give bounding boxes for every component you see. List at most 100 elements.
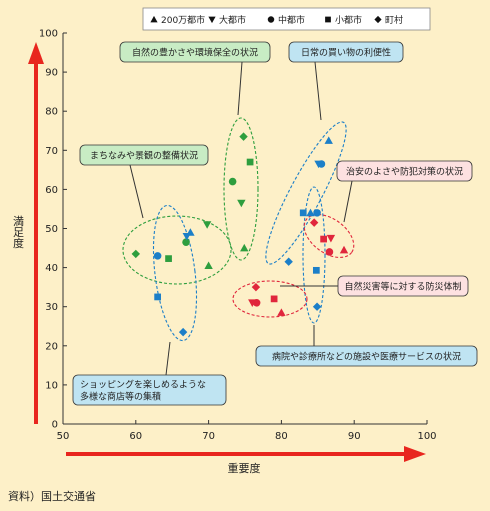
data-point xyxy=(312,266,320,274)
data-point xyxy=(317,160,326,168)
callout-box xyxy=(255,345,478,367)
data-point xyxy=(325,248,334,256)
cluster-ellipses xyxy=(122,117,355,342)
y-tick-label: 80 xyxy=(45,107,58,118)
callout-leader xyxy=(314,61,322,121)
data-point xyxy=(153,252,162,260)
x-tick-label: 70 xyxy=(202,431,215,442)
data-point xyxy=(252,299,261,307)
legend-marker xyxy=(325,16,331,23)
cluster-ellipse xyxy=(303,214,355,258)
callout-box xyxy=(336,160,473,182)
callout-box xyxy=(72,374,227,406)
y-tick-label: 90 xyxy=(45,68,58,79)
cluster-ellipse xyxy=(122,215,232,285)
data-point xyxy=(182,238,190,246)
legend: 200万都市 大都市 中都市 小都市 町村 xyxy=(142,7,431,31)
cluster-ellipse xyxy=(265,121,347,265)
x-tick-label: 50 xyxy=(57,431,70,442)
data-point xyxy=(204,261,213,270)
data-point xyxy=(313,209,321,217)
callout-label: 自然の豊かさや環境保全の状況 xyxy=(132,47,258,59)
y-axis-title: 満足度 xyxy=(12,215,25,249)
data-point xyxy=(324,136,333,144)
y-tick-label: 0 xyxy=(52,420,58,431)
data-point xyxy=(202,221,212,229)
data-point xyxy=(339,245,349,254)
callout-leader xyxy=(165,341,171,376)
cluster-ellipse xyxy=(223,117,259,261)
data-points xyxy=(131,132,349,337)
callout-label: まちなみや景観の整備状況 xyxy=(90,150,198,162)
data-point xyxy=(251,282,261,292)
axes: 0 10 20 30 40 50 60 70 80 90 100 50 60 70 80 90 100 xyxy=(39,29,437,443)
data-point xyxy=(326,234,336,243)
data-point xyxy=(237,199,246,208)
callout-box xyxy=(79,144,209,166)
callout-label: 日常の買い物の利便性 xyxy=(301,47,391,59)
y-tick-label: 30 xyxy=(45,302,58,313)
callout-label: 病院や診療所などの施設や医療サービスの状況 xyxy=(272,351,461,363)
data-point xyxy=(284,257,293,266)
data-point xyxy=(320,235,327,243)
data-point xyxy=(178,327,188,337)
x-tick-label: 80 xyxy=(275,431,288,442)
x-axis-title: 重要度 xyxy=(228,461,261,475)
legend-label: 大都市 xyxy=(219,14,246,26)
y-tick-label: 100 xyxy=(39,29,58,40)
data-point xyxy=(246,158,254,166)
y-arrowhead xyxy=(28,42,44,64)
y-tick-label: 10 xyxy=(45,380,58,391)
legend-marker xyxy=(267,16,275,23)
axis-arrows xyxy=(28,42,426,462)
x-tick-label: 100 xyxy=(417,431,436,442)
callout-box xyxy=(288,41,404,63)
y-tick-label: 20 xyxy=(45,341,58,352)
cluster-ellipse xyxy=(152,204,198,342)
data-point xyxy=(239,132,248,141)
callout-label: 多様な商店等の集積 xyxy=(80,391,161,403)
y-tick-label: 40 xyxy=(45,263,58,274)
legend-label: 中都市 xyxy=(278,14,305,26)
source-note: 資料）国土交通省 xyxy=(8,490,96,503)
data-point xyxy=(240,243,249,252)
x-arrowhead xyxy=(404,446,426,462)
callout-leader xyxy=(129,164,144,219)
y-tick-label: 70 xyxy=(45,146,58,157)
callout-label: ショッピングを楽しめるような xyxy=(80,379,206,391)
callout-box xyxy=(119,41,271,63)
legend-marker xyxy=(208,16,216,24)
callout-label: 治安のよさや防犯対策の状況 xyxy=(346,166,463,178)
legend-label: 小都市 xyxy=(335,14,362,26)
legend-marker xyxy=(150,15,158,23)
data-point xyxy=(182,232,191,241)
data-point xyxy=(306,208,315,217)
legend-box xyxy=(142,7,431,31)
data-point xyxy=(299,209,307,217)
data-point xyxy=(277,308,286,316)
callout-label: 自然災害等に対する防災体制 xyxy=(344,281,461,293)
data-point xyxy=(270,295,278,303)
data-point xyxy=(154,293,161,301)
data-point xyxy=(165,255,172,262)
y-tick-label: 60 xyxy=(45,185,58,196)
data-point xyxy=(309,218,319,227)
data-point xyxy=(228,177,237,186)
data-point xyxy=(312,302,322,311)
x-tick-label: 90 xyxy=(348,431,361,442)
legend-label: 200万都市 xyxy=(161,14,205,26)
y-tick-label: 50 xyxy=(45,224,58,235)
cluster-ellipse xyxy=(232,280,308,318)
callout-box xyxy=(337,275,469,297)
data-point xyxy=(131,249,140,259)
callout-leader xyxy=(343,180,353,223)
callout-leader xyxy=(237,61,243,116)
x-tick-label: 60 xyxy=(129,431,142,442)
legend-label: 町村 xyxy=(385,14,403,26)
callout-leaders xyxy=(129,61,353,376)
cluster-ellipse xyxy=(302,186,326,324)
